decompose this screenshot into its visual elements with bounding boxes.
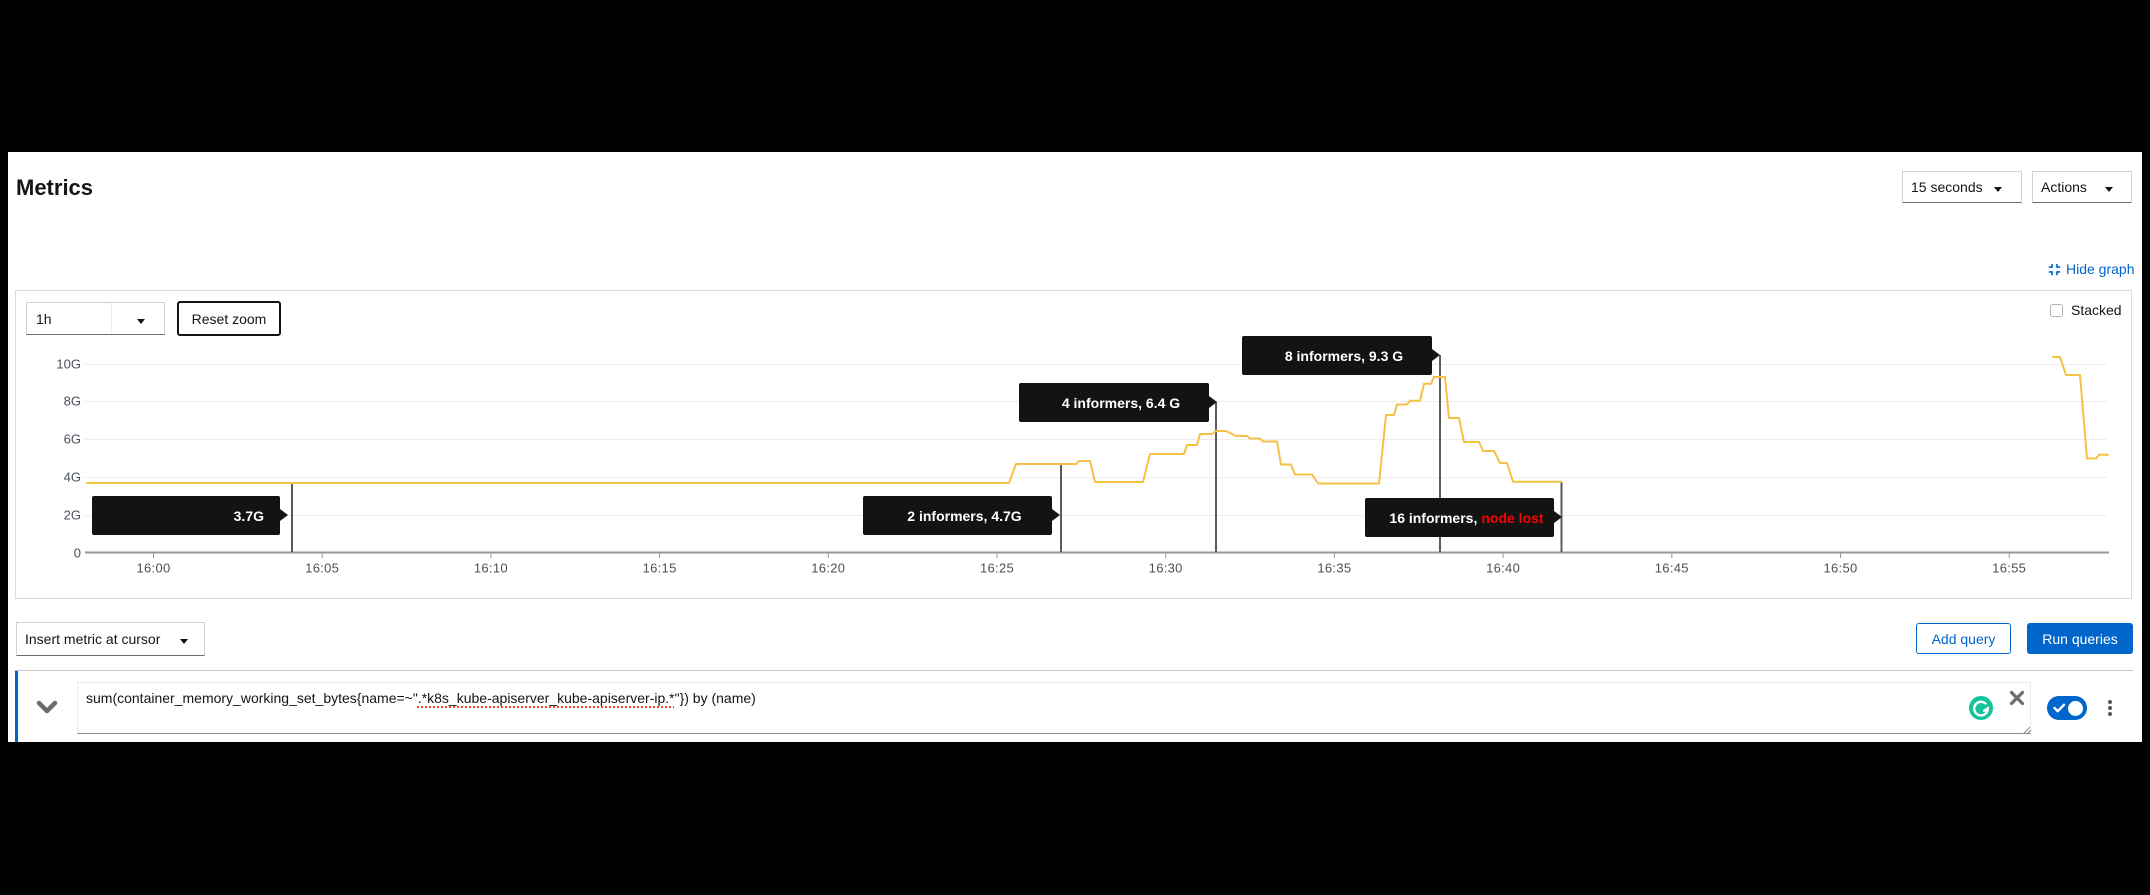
- svg-text:16:15: 16:15: [643, 561, 677, 576]
- svg-text:16:20: 16:20: [811, 561, 845, 576]
- svg-text:4G: 4G: [64, 470, 81, 485]
- svg-text:0: 0: [74, 546, 81, 561]
- svg-text:16:35: 16:35: [1317, 561, 1351, 576]
- svg-text:10G: 10G: [56, 357, 81, 372]
- svg-text:16:40: 16:40: [1486, 561, 1520, 576]
- svg-text:16:50: 16:50: [1823, 561, 1857, 576]
- svg-text:16:25: 16:25: [980, 561, 1014, 576]
- svg-text:16:45: 16:45: [1655, 561, 1689, 576]
- svg-text:2G: 2G: [64, 508, 81, 523]
- svg-text:16:10: 16:10: [474, 561, 508, 576]
- svg-text:8G: 8G: [64, 394, 81, 409]
- svg-text:16:55: 16:55: [1992, 561, 2026, 576]
- svg-text:16:30: 16:30: [1149, 561, 1183, 576]
- svg-text:6G: 6G: [64, 432, 81, 447]
- svg-text:16:00: 16:00: [136, 561, 170, 576]
- svg-text:16:05: 16:05: [305, 561, 339, 576]
